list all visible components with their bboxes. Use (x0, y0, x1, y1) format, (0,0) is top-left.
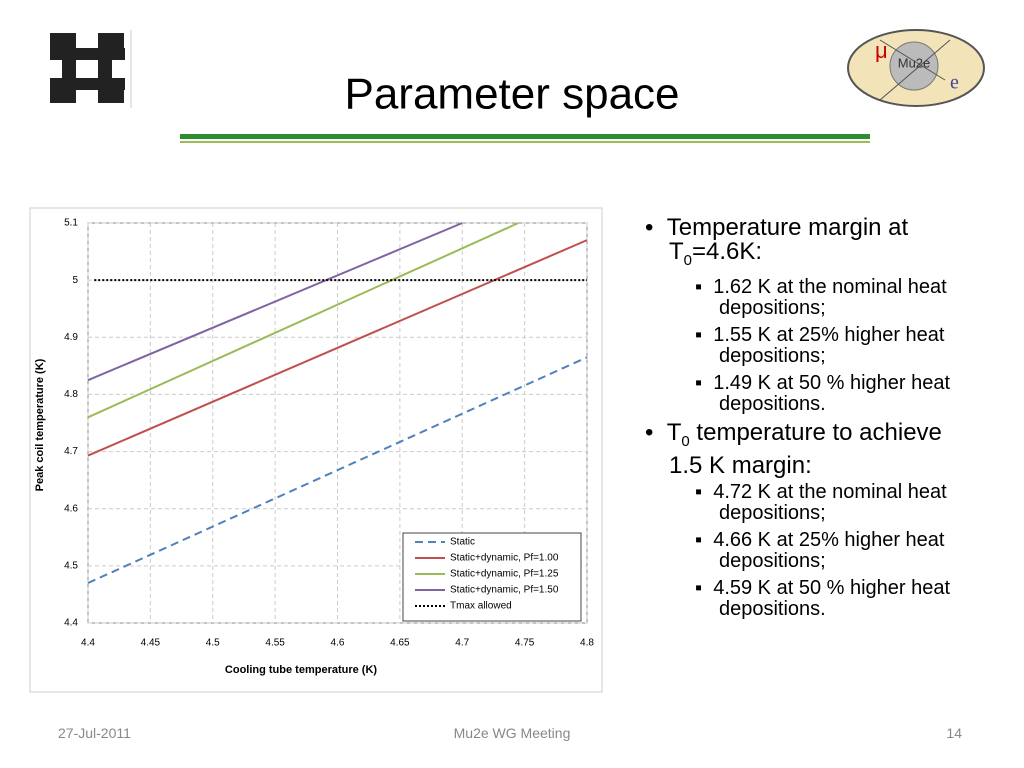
legend-label: Tmax allowed (450, 601, 512, 612)
x-tick-label: 4.6 (331, 638, 345, 649)
x-tick-label: 4.45 (141, 638, 161, 649)
bullet-marker: • (645, 214, 667, 241)
y-tick-label: 4.7 (64, 446, 78, 457)
y-tick-label: 4.5 (64, 560, 78, 571)
logo-e: e (950, 72, 959, 94)
y-tick-label: 4.9 (64, 332, 78, 343)
bullet: • T0 temperature to achieve 1.5 K margin… (645, 418, 975, 479)
logo-mu: μ (875, 38, 888, 63)
sub-bullet: ▪ 1.55 K at 25% higher heat depositions; (645, 323, 975, 367)
sub-bullet-text: 4.59 K at 50 % higher heat depositions. (713, 576, 951, 620)
bullet-text: temperature to achieve 1.5 K margin: (669, 418, 942, 479)
x-tick-label: 4.65 (390, 638, 410, 649)
sub-bullet-marker: ▪ (695, 480, 714, 503)
sub-bullet-text: 1.62 K at the nominal heat depositions; (713, 275, 947, 319)
footer-meeting: Mu2e WG Meeting (453, 725, 571, 741)
chart-frame (29, 207, 603, 693)
y-tick-label: 5.1 (64, 218, 78, 229)
sub-bullet-marker: ▪ (695, 528, 714, 551)
sub-bullet-marker: ▪ (695, 576, 714, 599)
y-tick-label: 4.4 (64, 618, 78, 629)
series-line (87, 222, 463, 382)
title-rule-thin (180, 141, 870, 143)
bullet-list: • Temperature margin at T0=4.6K: ▪ 1.62 K… (645, 216, 975, 626)
slide-title: Parameter space (344, 70, 679, 119)
fermilab-logo (50, 33, 125, 103)
legend-label: Static+dynamic, Pf=1.00 (450, 553, 559, 564)
bullet-marker: • (645, 418, 667, 446)
bullet-text: =4.6K: (692, 238, 763, 265)
bullet-text: 0 (683, 251, 693, 269)
series-line (87, 239, 588, 457)
x-tick-label: 4.8 (580, 638, 594, 649)
bullet-text: Temperature margin at T (666, 214, 909, 265)
legend-label: Static (450, 537, 475, 548)
sub-bullet: ▪ 4.72 K at the nominal heat depositions… (645, 480, 975, 524)
logo-text: Mu2e (898, 55, 931, 70)
y-tick-label: 4.8 (64, 389, 78, 400)
title-rule (180, 134, 870, 139)
x-axis-label: Cooling tube temperature (K) (225, 664, 378, 676)
x-tick-label: 4.55 (265, 638, 285, 649)
bullet-text: T (666, 418, 682, 446)
footer-date: 27-Jul-2011 (58, 725, 131, 741)
sub-bullet-marker: ▪ (695, 323, 714, 346)
sub-bullet: ▪ 4.59 K at 50 % higher heat depositions… (645, 576, 975, 620)
sub-bullet-text: 1.49 K at 50 % higher heat depositions. (713, 371, 951, 415)
x-tick-label: 4.5 (206, 638, 220, 649)
sub-bullet-marker: ▪ (695, 371, 714, 394)
sub-bullet-text: 4.72 K at the nominal heat depositions; (713, 480, 947, 524)
x-tick-label: 4.7 (455, 638, 469, 649)
sub-bullet: ▪ 1.49 K at 50 % higher heat depositions… (645, 371, 975, 415)
y-tick-label: 4.6 (64, 503, 78, 514)
legend-label: Static+dynamic, Pf=1.50 (450, 585, 559, 596)
mu2e-logo: Mu2e μ e (847, 29, 985, 107)
bullet: • Temperature margin at T0=4.6K: (645, 216, 975, 273)
y-tick-label: 5 (72, 275, 78, 286)
bullet-text: 0 (681, 432, 690, 450)
sub-bullet-marker: ▪ (695, 275, 714, 298)
sub-bullet-text: 1.55 K at 25% higher heat depositions; (713, 323, 945, 367)
sub-bullet: ▪ 1.62 K at the nominal heat depositions… (645, 275, 975, 319)
sub-bullet: ▪ 4.66 K at 25% higher heat depositions; (645, 528, 975, 572)
x-tick-label: 4.4 (81, 638, 95, 649)
series-line (87, 356, 588, 584)
x-tick-label: 4.75 (515, 638, 535, 649)
series-line (87, 222, 519, 419)
sub-bullet-text: 4.66 K at 25% higher heat depositions; (713, 528, 945, 572)
footer-page: 14 (946, 725, 962, 741)
legend-label: Static+dynamic, Pf=1.25 (450, 569, 559, 580)
y-axis-label: Peak coil temperature (K) (34, 358, 46, 491)
